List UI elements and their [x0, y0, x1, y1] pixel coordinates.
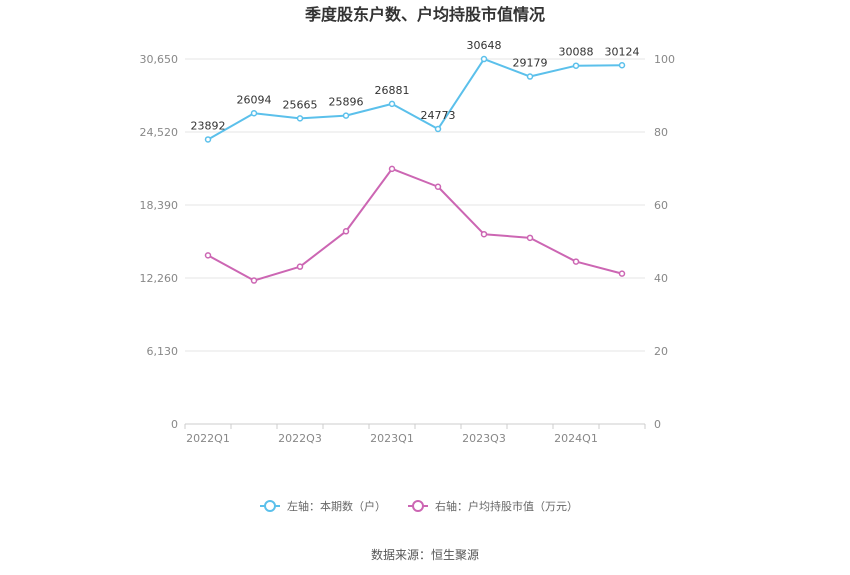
data-point: [250, 277, 258, 284]
x-axis: 2022Q1 2022Q3 2023Q1 2023Q3 2024Q1: [184, 424, 646, 445]
y-right-tick-label: 40: [654, 272, 668, 285]
left-axis: 0 6,130 12,260 18,390 24,520 30,650: [140, 53, 179, 431]
data-label: 25896: [329, 96, 364, 109]
legend-item-1[interactable]: 左轴：本期数（户）: [260, 499, 386, 513]
data-point: [618, 62, 626, 69]
data-point: [388, 165, 396, 173]
data-label: 25665: [283, 98, 318, 111]
data-label: 29179: [513, 57, 548, 70]
data-label: 30648: [467, 39, 502, 52]
y-right-tick-label: 80: [654, 126, 668, 139]
data-label: 30088: [559, 46, 594, 59]
source-note: 数据来源：恒生聚源: [371, 547, 479, 562]
legend[interactable]: 左轴：本期数（户） 右轴：户均持股市值（万元）: [260, 499, 578, 513]
data-point: [296, 263, 304, 270]
y-right-tick-label: 60: [654, 199, 668, 212]
data-point: [526, 73, 534, 80]
data-label: 24773: [421, 109, 456, 122]
y-left-tick-label: 30,650: [140, 53, 179, 66]
legend-label: 右轴：户均持股市值（万元）: [435, 499, 578, 513]
legend-marker: [264, 500, 276, 512]
y-right-tick-label: 0: [654, 418, 661, 431]
y-left-tick-label: 12,260: [140, 272, 179, 285]
y-left-tick-label: 0: [171, 418, 178, 431]
data-label: 23892: [191, 119, 226, 132]
chart-title: 季度股东户数、户均持股市值情况: [304, 5, 545, 24]
legend-marker: [412, 500, 424, 512]
y-left-tick-label: 24,520: [140, 126, 179, 139]
data-point: [388, 100, 396, 108]
data-point: [480, 230, 488, 238]
y-right-tick-label: 20: [654, 345, 668, 358]
data-point: [204, 252, 212, 259]
data-point: [618, 270, 626, 277]
data-point: [526, 234, 534, 242]
data-point: [434, 183, 442, 190]
legend-item-2[interactable]: 右轴：户均持股市值（万元）: [408, 499, 578, 513]
x-tick-label: 2022Q3: [278, 432, 322, 445]
legend-label: 左轴：本期数（户）: [287, 499, 386, 513]
data-label: 30124: [605, 45, 640, 58]
data-point: [250, 110, 258, 117]
data-label: 26881: [375, 84, 410, 97]
data-point: [342, 228, 350, 235]
x-tick-label: 2024Q1: [554, 432, 598, 445]
data-point: [296, 115, 304, 122]
data-point: [204, 136, 212, 143]
x-tick-label: 2022Q1: [186, 432, 230, 445]
y-right-tick-label: 100: [654, 53, 675, 66]
data-point: [572, 62, 580, 69]
y-left-tick-label: 6,130: [147, 345, 179, 358]
series-line-1: [207, 58, 623, 141]
series-line-2: [207, 167, 623, 282]
y-left-tick-label: 18,390: [140, 199, 179, 212]
x-tick-label: 2023Q3: [462, 432, 506, 445]
data-point: [434, 125, 442, 133]
data-point: [480, 55, 488, 63]
data-point: [342, 112, 350, 119]
right-axis: 0 20 40 60 80 100: [654, 53, 675, 431]
data-label: 26094: [237, 93, 272, 106]
data-point: [572, 258, 580, 265]
x-tick-label: 2023Q1: [370, 432, 414, 445]
series-layer: 23892 26094 25665 25896 26881 24773 30648 29179…: [191, 39, 640, 284]
